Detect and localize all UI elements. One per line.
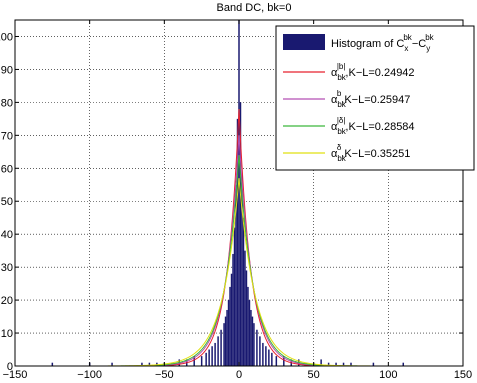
histogram-bar (242, 217, 245, 366)
legend-label: αbk|δ|,K−L=0.28584 (331, 116, 415, 136)
histogram-bar (193, 356, 195, 366)
histogram-bar (342, 362, 345, 366)
histogram-bar (251, 316, 254, 366)
y-tick-label: 100 (0, 31, 13, 43)
histogram-bar (247, 286, 249, 366)
histogram-bar (253, 323, 255, 366)
histogram-bar (265, 346, 267, 366)
histogram-bar (214, 342, 216, 366)
x-tick-label: 0 (236, 369, 242, 381)
histogram-bar (271, 352, 273, 366)
legend-label: αbk|b|,K−L=0.24942 (331, 62, 415, 82)
histogram-bar (230, 273, 233, 366)
chart-title: Band DC, bk=0 (217, 2, 292, 14)
legend-swatch-histogram (283, 34, 325, 50)
histogram-bar (245, 270, 248, 366)
histogram-bar (235, 184, 237, 366)
legend: Histogram of Cxbk−Cybk αbk|b|,K−L=0.2494… (275, 25, 475, 171)
histogram-bar (205, 352, 207, 366)
histogram-bar (320, 359, 322, 366)
y-tick-label: 90 (1, 64, 13, 76)
histogram-bar (250, 309, 252, 366)
histogram-bar (233, 227, 236, 366)
histogram-bar (211, 346, 213, 366)
histogram-bar (229, 286, 231, 366)
histogram-bar (200, 356, 203, 366)
histogram-bar (220, 329, 222, 366)
legend-label: αbkδ,K−L=0.35251 (331, 143, 410, 163)
x-tick-label: 100 (379, 369, 397, 381)
histogram-bar (335, 362, 337, 366)
histogram-bar (275, 356, 278, 366)
histogram-bar (350, 362, 352, 366)
axis-ticks: −150 −100 −50 0 50 100 150 0 10 20 30 40 50 60 70 80 90 1… (0, 20, 472, 381)
histogram-bar (226, 309, 228, 366)
histogram-bar (208, 349, 210, 366)
histogram-bar (244, 250, 246, 366)
histogram-bar (232, 253, 234, 366)
histogram-bar (327, 362, 330, 366)
histogram-bar (241, 174, 243, 366)
x-tick-label: −50 (155, 369, 174, 381)
y-tick-label: 30 (1, 262, 13, 274)
x-tick-label: −150 (3, 369, 28, 381)
histogram-bar (283, 356, 285, 366)
histogram-bar (236, 118, 239, 366)
histogram-bar (223, 323, 225, 366)
legend-label: αbkb,K−L=0.25947 (331, 89, 410, 109)
x-tick-label: −100 (77, 369, 102, 381)
y-tick-label: 20 (1, 295, 13, 307)
histogram-bar (227, 300, 230, 366)
y-tick-label: 70 (1, 130, 13, 142)
x-tick-label: 50 (308, 369, 320, 381)
y-tick-label: 80 (1, 97, 13, 109)
histogram-bar (141, 362, 143, 366)
y-tick-label: 40 (1, 229, 13, 241)
histogram-bar (256, 329, 258, 366)
histogram-bar (402, 362, 405, 366)
histogram-bar (372, 362, 375, 366)
histogram-bar (268, 349, 270, 366)
y-tick-label: 10 (1, 328, 13, 340)
histogram-bar (148, 362, 151, 366)
histogram-bar (238, 20, 240, 366)
histogram-bar (111, 362, 113, 366)
y-tick-label: 60 (1, 163, 13, 175)
histogram-bar (262, 342, 264, 366)
histogram-bar (217, 336, 219, 366)
histogram-bar (51, 362, 54, 366)
histogram-bar (224, 316, 227, 366)
histogram-bar (259, 336, 261, 366)
y-tick-label: 50 (1, 196, 13, 208)
x-tick-label: 150 (454, 369, 472, 381)
histogram-bar (248, 300, 251, 366)
histogram-bar (239, 102, 242, 366)
histogram-bars (51, 20, 405, 366)
y-tick-label: 0 (7, 361, 13, 373)
